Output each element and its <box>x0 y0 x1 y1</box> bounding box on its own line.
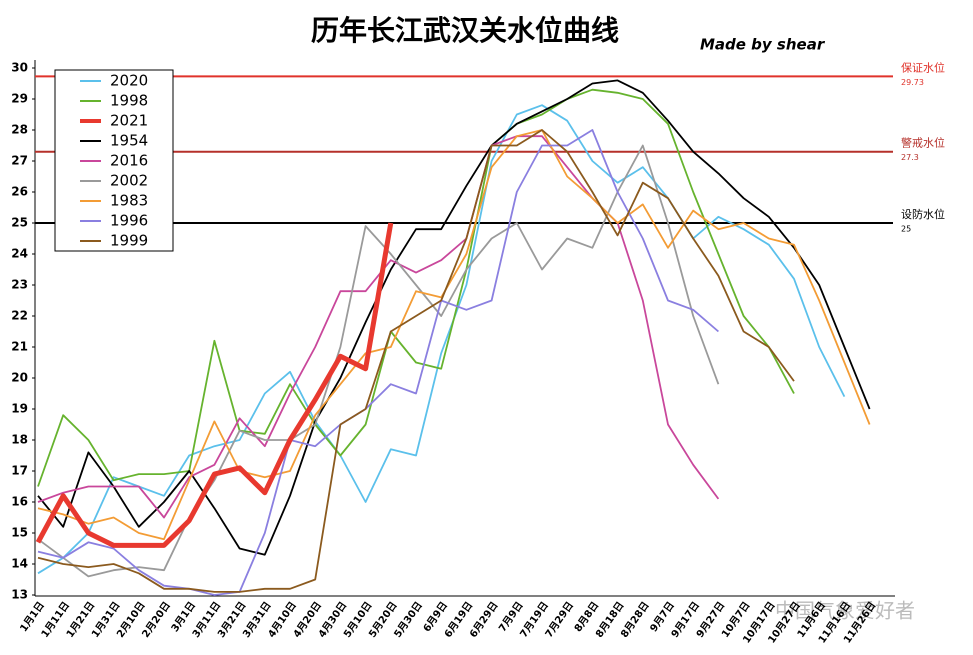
legend-box <box>54 69 174 252</box>
series-line <box>37 129 719 596</box>
legend-label: 2020 <box>110 72 148 90</box>
legend-label: 2021 <box>110 112 148 130</box>
series-line <box>37 129 795 593</box>
y-tick-label: 15 <box>11 526 28 540</box>
y-tick-label: 16 <box>11 495 28 509</box>
watermark: 中国气象爱好者 <box>775 599 915 623</box>
reference-value: 29.73 <box>901 78 924 87</box>
y-tick-label: 30 <box>11 61 28 75</box>
y-tick-label: 24 <box>11 247 28 261</box>
y-tick-label: 21 <box>11 340 28 354</box>
y-tick-label: 19 <box>11 402 28 416</box>
legend-label: 1996 <box>110 212 148 230</box>
y-tick-label: 23 <box>11 278 28 292</box>
legend-label: 1954 <box>110 132 148 150</box>
y-tick-label: 18 <box>11 433 28 447</box>
legend-label: 1998 <box>110 92 148 110</box>
y-tick-label: 29 <box>11 92 28 106</box>
y-tick-label: 27 <box>11 154 28 168</box>
legend-label: 1999 <box>110 232 148 250</box>
reference-value: 25 <box>901 225 911 234</box>
reference-label: 设防水位 <box>901 207 945 221</box>
chart-subtitle: Made by shear <box>700 36 826 54</box>
reference-label: 警戒水位 <box>901 136 945 150</box>
series-line <box>37 129 871 541</box>
reference-value: 27.3 <box>901 153 919 162</box>
chart-title: 历年长江武汉关水位曲线 <box>311 14 619 47</box>
series-line <box>37 88 795 487</box>
series-line <box>37 144 720 578</box>
legend-label: 2002 <box>110 172 148 190</box>
y-tick-label: 14 <box>11 557 28 571</box>
legend-label: 2016 <box>110 152 148 170</box>
reference-label: 保证水位 <box>901 60 945 74</box>
series-line <box>37 79 871 556</box>
y-tick-label: 25 <box>11 216 28 230</box>
y-tick-label: 28 <box>11 123 28 137</box>
y-tick-label: 13 <box>11 588 28 602</box>
legend-label: 1983 <box>110 192 148 210</box>
y-tick-label: 17 <box>11 464 28 478</box>
y-tick-label: 26 <box>11 185 28 199</box>
y-tick-label: 22 <box>11 309 28 323</box>
series-line <box>35 222 394 548</box>
y-tick-label: 20 <box>11 371 28 385</box>
